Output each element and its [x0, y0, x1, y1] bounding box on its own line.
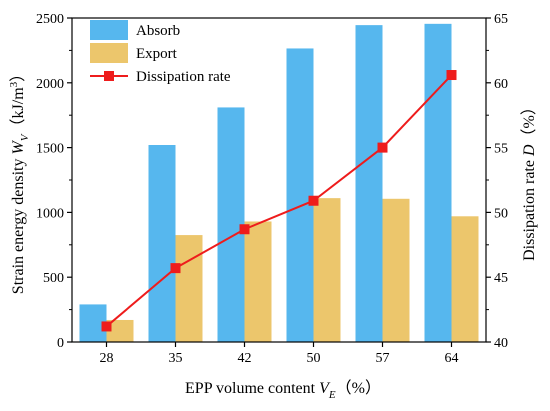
- dissipation-marker-42: [239, 224, 250, 235]
- line-series-group: [101, 70, 457, 332]
- y-left-tick-label-2000: 2000: [36, 77, 64, 92]
- bar-export-35: [175, 235, 203, 342]
- x-tick-label-64: 64: [445, 351, 459, 366]
- legend-label-export: Export: [136, 46, 178, 62]
- bar-absorb-35: [148, 145, 176, 342]
- legend-marker-dissipation: [104, 71, 114, 81]
- y-left-title-sup: 3: [8, 81, 20, 87]
- legend-swatch-absorb: [90, 20, 128, 40]
- x-title-unit: （%）: [336, 379, 381, 397]
- legend-label-dissipation: Dissipation rate: [136, 69, 231, 85]
- x-tick-label-42: 42: [238, 351, 252, 366]
- dissipation-rate-line: [105, 74, 453, 328]
- y-right-title-text: Dissipation rate: [521, 156, 538, 261]
- y-left-tick-label-1000: 1000: [36, 206, 64, 221]
- bars-group: [79, 23, 479, 343]
- bar-export-28: [106, 319, 134, 342]
- x-tick-label-50: 50: [307, 351, 321, 366]
- y-left-tick-label-1500: 1500: [36, 142, 64, 157]
- y-right-tick-label-65: 65: [494, 12, 508, 27]
- y-right-tick-label-55: 55: [494, 142, 508, 157]
- bar-export-42: [244, 221, 272, 342]
- dissipation-marker-64: [446, 70, 457, 81]
- y-left-tick-label-2500: 2500: [36, 12, 64, 27]
- bar-export-50: [313, 198, 341, 342]
- legend-swatch-export: [90, 43, 128, 63]
- y-left-axis-title: Strain energy density WV（kJ/m3）: [8, 66, 31, 294]
- bar-absorb-57: [355, 25, 383, 343]
- x-title-var: V: [319, 380, 331, 397]
- y-left-title-close: ）: [9, 66, 27, 82]
- bar-export-64: [451, 216, 479, 342]
- x-title-text: EPP volume content: [185, 380, 319, 397]
- y-right-title-unit: （%）: [520, 99, 538, 144]
- y-left-tick-label-500: 500: [43, 271, 64, 286]
- x-axis-title: EPP volume content VE（%）: [185, 379, 381, 401]
- dissipation-marker-35: [170, 263, 181, 274]
- y-right-tick-label-40: 40: [494, 336, 508, 351]
- dissipation-marker-57: [377, 142, 388, 153]
- x-title-sub: E: [328, 389, 336, 401]
- bar-export-57: [382, 198, 410, 342]
- y-left-title-var: W: [10, 140, 27, 155]
- dissipation-marker-50: [308, 195, 319, 206]
- bar-absorb-50: [286, 48, 314, 343]
- y-right-tick-label-60: 60: [494, 77, 508, 92]
- x-tick-label-35: 35: [169, 351, 183, 366]
- y-right-tick-label-45: 45: [494, 271, 508, 286]
- legend-label-absorb: Absorb: [136, 23, 180, 39]
- y-right-axis-title: Dissipation rate D（%）: [520, 99, 538, 261]
- y-left-title-text: Strain energy density: [10, 155, 27, 295]
- x-tick-label-28: 28: [100, 351, 114, 366]
- x-tick-label-57: 57: [376, 351, 390, 366]
- y-left-title-unit: （kJ/m: [9, 87, 27, 135]
- legend: Absorb Export Dissipation rate: [90, 20, 231, 85]
- y-right-title-var: D: [521, 144, 538, 157]
- plot-frame: [71, 17, 487, 343]
- axes-group: 0 500 1000 1500 2000 2500 40 45 50 55 60 65 28 35 42 50…: [36, 12, 508, 366]
- y-right-tick-label-50: 50: [494, 206, 508, 221]
- y-left-tick-label-0: 0: [57, 336, 64, 351]
- y-left-title-sub: V: [19, 133, 31, 141]
- dissipation-marker-28: [101, 321, 112, 332]
